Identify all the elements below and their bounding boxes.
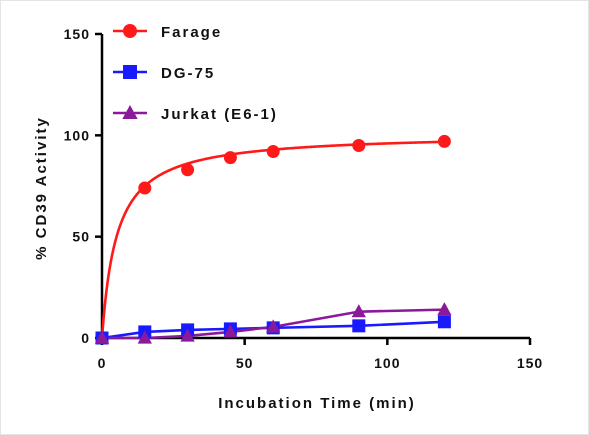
x-tick-label: 0 (98, 355, 107, 371)
legend-marker-square (123, 65, 137, 79)
y-tick-label: 50 (72, 229, 90, 245)
data-point-circle (437, 134, 451, 148)
legend-marker-triangle (122, 104, 138, 120)
data-point-circle (138, 181, 152, 195)
legend-label: Farage (161, 24, 222, 41)
legend-marker-circle (123, 24, 137, 38)
x-tick-label: 150 (517, 355, 543, 371)
x-tick-label: 50 (236, 355, 254, 371)
data-point-triangle (351, 304, 366, 318)
data-point-triangle (437, 302, 452, 316)
fit-curves (100, 140, 445, 340)
x-axis-title: Incubation Time (min) (218, 395, 416, 412)
x-tick-label: 100 (374, 355, 400, 371)
legend-label: Jurkat (E6-1) (161, 106, 278, 123)
data-point-circle (223, 151, 237, 165)
data-point-triangle (223, 324, 238, 338)
data-point-triangle (266, 319, 281, 333)
data-point-square (352, 319, 366, 333)
y-tick-label: 150 (64, 26, 90, 42)
legend: Farage DG-75 Jurkat (E6-1) (113, 24, 278, 123)
data-point-square (437, 315, 451, 329)
data-point-circle (266, 145, 280, 159)
axes: 0 50 100 150 0 50 100 150 (64, 26, 543, 371)
data-point-triangle (180, 328, 195, 342)
y-axis-title: % CD39 Activity (33, 116, 50, 260)
y-tick-label: 0 (81, 330, 90, 346)
legend-label: DG-75 (161, 65, 215, 82)
data-point-triangle (94, 330, 110, 344)
y-tick-label: 100 (64, 127, 90, 143)
series-line-0 (100, 140, 445, 339)
data-point-triangle (137, 330, 152, 344)
data-markers (94, 134, 452, 345)
data-point-circle (181, 163, 195, 177)
data-point-circle (352, 138, 366, 152)
